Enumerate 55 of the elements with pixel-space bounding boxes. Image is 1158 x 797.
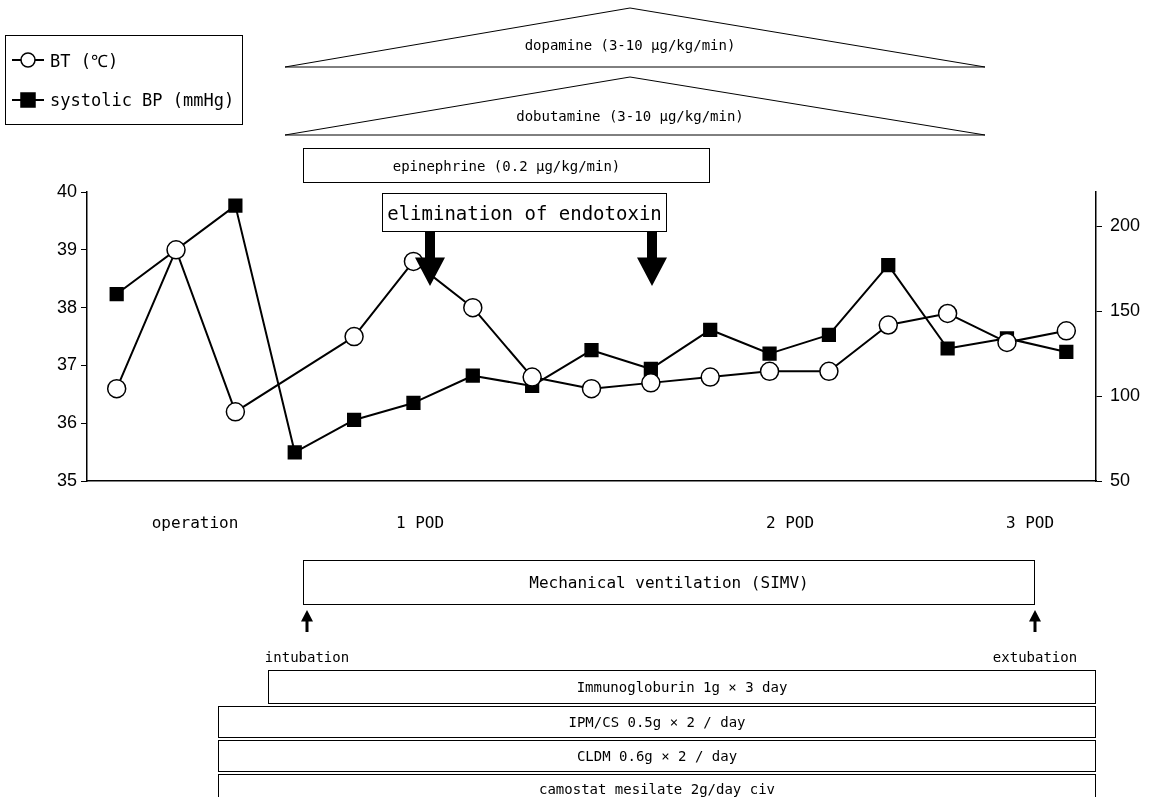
point — [821, 327, 837, 343]
y-tick-label: 36 — [56, 412, 77, 433]
point — [463, 297, 483, 318]
text: Immunogloburin 1g × 3 day — [268, 670, 1096, 704]
point — [819, 361, 839, 382]
text: extubation — [992, 649, 1078, 665]
y-tick-label: 38 — [56, 296, 77, 317]
point — [344, 326, 364, 347]
text: Mechanical ventilation (SIMV) — [303, 560, 1035, 605]
text: dopamine (3-10 μg/kg/min) — [524, 37, 736, 53]
point — [406, 395, 421, 411]
text: operation — [151, 512, 239, 532]
text: intubation — [264, 649, 350, 665]
point — [287, 445, 302, 460]
point — [641, 373, 661, 393]
point — [881, 258, 896, 273]
y2-tick-label: 50 — [1110, 470, 1131, 491]
point — [703, 322, 718, 337]
point — [228, 198, 243, 213]
point — [997, 332, 1017, 353]
text: epinephrine (0.2 μg/kg/min) — [303, 148, 710, 183]
point — [522, 367, 542, 387]
point — [584, 343, 599, 358]
point — [1056, 321, 1077, 341]
point — [106, 378, 127, 399]
text: 1 POD — [395, 512, 445, 532]
y2-tick-label: 150 — [1110, 300, 1141, 321]
point — [878, 315, 899, 335]
y-tick-label: 40 — [56, 180, 77, 201]
point — [762, 346, 777, 361]
point — [166, 240, 186, 260]
text: dobutamine (3-10 μg/kg/min) — [516, 108, 744, 124]
point — [940, 341, 955, 356]
y2-tick-label: 100 — [1110, 385, 1141, 406]
y-tick-label: 37 — [56, 354, 77, 375]
text: 3 POD — [1005, 512, 1055, 532]
text: IPM/CS 0.5g × 2 / day — [218, 706, 1096, 738]
point — [759, 361, 780, 382]
point — [346, 412, 362, 428]
point — [700, 367, 720, 387]
point — [465, 368, 480, 383]
legend-label: BT (℃) — [50, 49, 119, 72]
text: 2 POD — [765, 512, 815, 532]
y-tick-label: 35 — [56, 470, 77, 491]
text: camostat mesilate 2g/day civ — [218, 774, 1096, 797]
y2-tick-label: 200 — [1110, 214, 1141, 235]
point — [1059, 344, 1074, 360]
annotation: elimination of endotoxin — [382, 193, 667, 232]
point — [225, 402, 246, 422]
legend-label: systolic BP (mmHg) — [50, 90, 235, 110]
text: CLDM 0.6g × 2 / day — [218, 740, 1096, 772]
point — [581, 378, 602, 399]
point — [937, 303, 958, 324]
y-tick-label: 39 — [56, 238, 77, 259]
point — [109, 286, 124, 302]
